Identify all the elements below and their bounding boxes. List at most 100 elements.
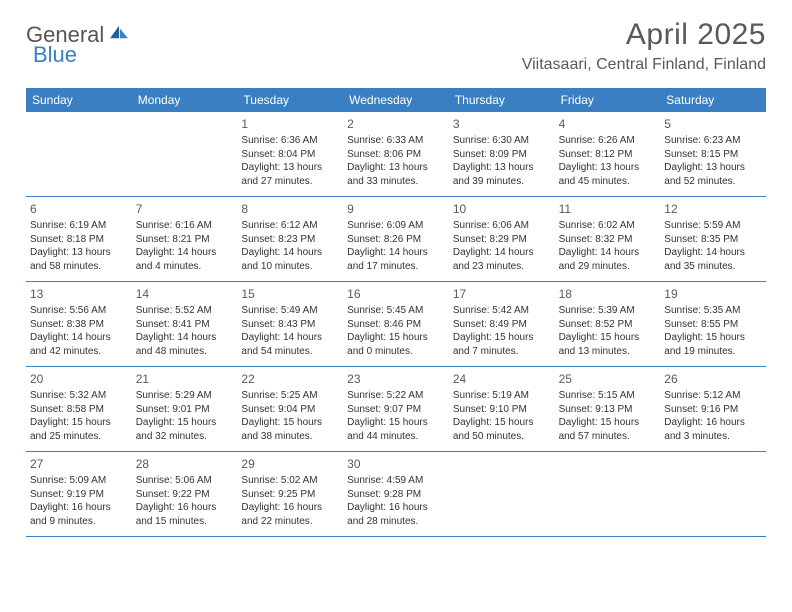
day-number: 2 (347, 116, 445, 132)
sunrise-text: Sunrise: 5:09 AM (30, 474, 128, 488)
day-number: 9 (347, 201, 445, 217)
day-header-tue: Tuesday (237, 88, 343, 112)
week-row: 20Sunrise: 5:32 AMSunset: 8:58 PMDayligh… (26, 367, 766, 452)
day-cell: 28Sunrise: 5:06 AMSunset: 9:22 PMDayligh… (132, 452, 238, 536)
day-cell: 11Sunrise: 6:02 AMSunset: 8:32 PMDayligh… (555, 197, 661, 281)
day-header-mon: Monday (132, 88, 238, 112)
header-row: General Blue April 2025 Viitasaari, Cent… (26, 18, 766, 74)
daylight-text: Daylight: 13 hours and 27 minutes. (241, 161, 339, 188)
day-header-fri: Friday (555, 88, 661, 112)
day-number: 1 (241, 116, 339, 132)
sunrise-text: Sunrise: 5:22 AM (347, 389, 445, 403)
daylight-text: Daylight: 15 hours and 25 minutes. (30, 416, 128, 443)
sunrise-text: Sunrise: 6:19 AM (30, 219, 128, 233)
daylight-text: Daylight: 15 hours and 7 minutes. (453, 331, 551, 358)
day-cell: 6Sunrise: 6:19 AMSunset: 8:18 PMDaylight… (26, 197, 132, 281)
sunset-text: Sunset: 8:06 PM (347, 148, 445, 162)
day-header-wed: Wednesday (343, 88, 449, 112)
day-cell (132, 112, 238, 196)
location-text: Viitasaari, Central Finland, Finland (522, 56, 766, 74)
sunset-text: Sunset: 8:35 PM (664, 233, 762, 247)
sunset-text: Sunset: 8:12 PM (559, 148, 657, 162)
day-cell: 17 Sunrise: 5:42 AMSunset: 8:49 PMDayligh… (449, 282, 555, 366)
day-cell: 24Sunrise: 5:19 AMSunset: 9:10 PMDayligh… (449, 367, 555, 451)
daylight-text: Daylight: 15 hours and 13 minutes. (559, 331, 657, 358)
sunset-text: Sunset: 8:32 PM (559, 233, 657, 247)
sunset-text: Sunset: 8:41 PM (136, 318, 234, 332)
sunrise-text: Sunrise: 5:25 AM (241, 389, 339, 403)
sunrise-text: Sunrise: 5:32 AM (30, 389, 128, 403)
day-number: 17 (453, 286, 551, 302)
day-number: 6 (30, 201, 128, 217)
day-number: 3 (453, 116, 551, 132)
daylight-text: Daylight: 14 hours and 35 minutes. (664, 246, 762, 273)
sunset-text: Sunset: 8:46 PM (347, 318, 445, 332)
sunrise-text: Sunrise: 5:29 AM (136, 389, 234, 403)
day-cell: 12 Sunrise: 5:59 AMSunset: 8:35 PMDayligh… (660, 197, 766, 281)
sunrise-text: Sunrise: 6:36 AM (241, 134, 339, 148)
daylight-text: Daylight: 14 hours and 17 minutes. (347, 246, 445, 273)
sunrise-text: Sunrise: 5:12 AM (664, 389, 762, 403)
sunset-text: Sunset: 8:18 PM (30, 233, 128, 247)
sunrise-text: Sunrise: 6:30 AM (453, 134, 551, 148)
week-row: 13Sunrise: 5:56 AMSunset: 8:38 PMDayligh… (26, 282, 766, 367)
day-cell: 30Sunrise: 4:59 AMSunset: 9:28 PMDayligh… (343, 452, 449, 536)
day-number: 25 (559, 371, 657, 387)
daylight-text: Daylight: 16 hours and 15 minutes. (136, 501, 234, 528)
day-number: 21 (136, 371, 234, 387)
sunset-text: Sunset: 9:22 PM (136, 488, 234, 502)
daylight-text: Daylight: 16 hours and 3 minutes. (664, 416, 762, 443)
sunrise-text: Sunrise: 5:59 AM (664, 219, 762, 233)
day-cell (660, 452, 766, 536)
weeks-container: 1Sunrise: 6:36 AMSunset: 8:04 PMDaylight… (26, 112, 766, 537)
sunset-text: Sunset: 9:13 PM (559, 403, 657, 417)
logo-sail-icon (108, 24, 130, 40)
daylight-text: Daylight: 15 hours and 0 minutes. (347, 331, 445, 358)
sunset-text: Sunset: 8:43 PM (241, 318, 339, 332)
sunrise-text: Sunrise: 5:52 AM (136, 304, 234, 318)
sunset-text: Sunset: 8:04 PM (241, 148, 339, 162)
day-cell: 9Sunrise: 6:09 AMSunset: 8:26 PMDaylight… (343, 197, 449, 281)
daylight-text: Daylight: 13 hours and 52 minutes. (664, 161, 762, 188)
sunrise-text: Sunrise: 6:02 AM (559, 219, 657, 233)
daylight-text: Daylight: 13 hours and 39 minutes. (453, 161, 551, 188)
daylight-text: Daylight: 13 hours and 33 minutes. (347, 161, 445, 188)
day-cell (555, 452, 661, 536)
day-cell: 18Sunrise: 5:39 AMSunset: 8:52 PMDayligh… (555, 282, 661, 366)
sunrise-text: Sunrise: 5:42 AM (453, 304, 551, 318)
sunrise-text: Sunrise: 5:49 AM (241, 304, 339, 318)
sunset-text: Sunset: 9:04 PM (241, 403, 339, 417)
day-cell: 5Sunrise: 6:23 AMSunset: 8:15 PMDaylight… (660, 112, 766, 196)
day-header-sat: Saturday (660, 88, 766, 112)
sunset-text: Sunset: 9:10 PM (453, 403, 551, 417)
sunset-text: Sunset: 8:49 PM (453, 318, 551, 332)
sunset-text: Sunset: 8:23 PM (241, 233, 339, 247)
sunset-text: Sunset: 8:52 PM (559, 318, 657, 332)
sunset-text: Sunset: 8:38 PM (30, 318, 128, 332)
day-number: 29 (241, 456, 339, 472)
day-cell: 19Sunrise: 5:35 AMSunset: 8:55 PMDayligh… (660, 282, 766, 366)
day-number: 4 (559, 116, 657, 132)
day-cell (26, 112, 132, 196)
sunrise-text: Sunrise: 6:23 AM (664, 134, 762, 148)
sunrise-text: Sunrise: 5:06 AM (136, 474, 234, 488)
week-row: 6 Sunrise: 6:19 AMSunset: 8:18 PM Daylight… (26, 197, 766, 282)
day-number: 20 (30, 371, 128, 387)
day-number: 11 (559, 201, 657, 217)
daylight-text: Daylight: 14 hours and 42 minutes. (30, 331, 128, 358)
day-number: 19 (664, 286, 762, 302)
sunrise-text: Sunrise: 5:56 AM (30, 304, 128, 318)
day-cell: 29Sunrise: 5:02 AMSunset: 9:25 PMDayligh… (237, 452, 343, 536)
sunrise-text: Sunrise: 6:33 AM (347, 134, 445, 148)
day-number: 23 (347, 371, 445, 387)
daylight-text: Daylight: 14 hours and 54 minutes. (241, 331, 339, 358)
title-block: April 2025 Viitasaari, Central Finland, … (522, 18, 766, 74)
sunrise-text: Sunrise: 5:19 AM (453, 389, 551, 403)
sunrise-text: Sunrise: 5:45 AM (347, 304, 445, 318)
calendar-grid: Sunday Monday Tuesday Wednesday Thursday… (26, 88, 766, 537)
day-cell: 7Sunrise: 6:16 AMSunset: 8:21 PMDaylight… (132, 197, 238, 281)
sunset-text: Sunset: 8:15 PM (664, 148, 762, 162)
daylight-text: Daylight: 16 hours and 9 minutes. (30, 501, 128, 528)
day-number: 12 (664, 201, 762, 217)
daylight-text: Daylight: 14 hours and 4 minutes. (136, 246, 234, 273)
